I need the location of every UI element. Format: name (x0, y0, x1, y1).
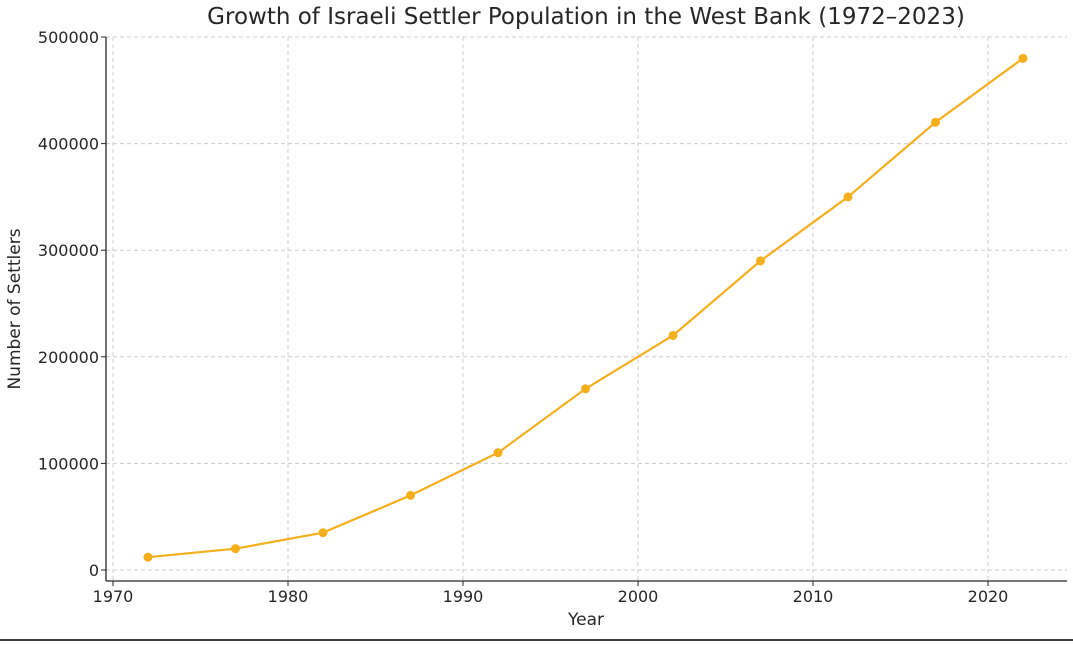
data-point (756, 256, 765, 266)
data-point (231, 544, 240, 554)
series (143, 53, 1028, 562)
data-point (843, 192, 853, 202)
series-line (147, 57, 1024, 559)
y-tick-label: 300000 (38, 241, 99, 260)
data-point (581, 384, 590, 394)
x-tick-label: 1990 (443, 587, 484, 606)
x-tick-label: 2020 (968, 587, 1009, 606)
y-tick-label: 0 (89, 561, 99, 580)
data-point (143, 552, 153, 562)
chart-title: Growth of Israeli Settler Population in … (207, 4, 965, 30)
data-point (318, 528, 328, 538)
data-point (668, 330, 678, 340)
grid (106, 36, 1067, 581)
y-tick-label: 400000 (38, 135, 99, 154)
y-tick-label: 200000 (38, 348, 99, 367)
data-point (1018, 53, 1028, 63)
data-point (406, 490, 415, 500)
data-point (493, 448, 503, 458)
x-tick-label: 1980 (268, 587, 309, 606)
x-tick-label: 1970 (93, 587, 134, 606)
y-tick-label: 100000 (38, 454, 99, 473)
axes (105, 37, 1067, 582)
y-tick-label: 500000 (38, 28, 99, 47)
x-tick-label: 2000 (618, 587, 659, 606)
x-tick-label: 2010 (793, 587, 834, 606)
tick-labels: 1970 1980 1990 2000 2010 2020 0 100000 200000 300… (38, 28, 1008, 606)
data-point (931, 117, 940, 127)
x-axis-label: Year (567, 610, 604, 630)
y-axis-label: Number of Settlers (5, 228, 25, 389)
